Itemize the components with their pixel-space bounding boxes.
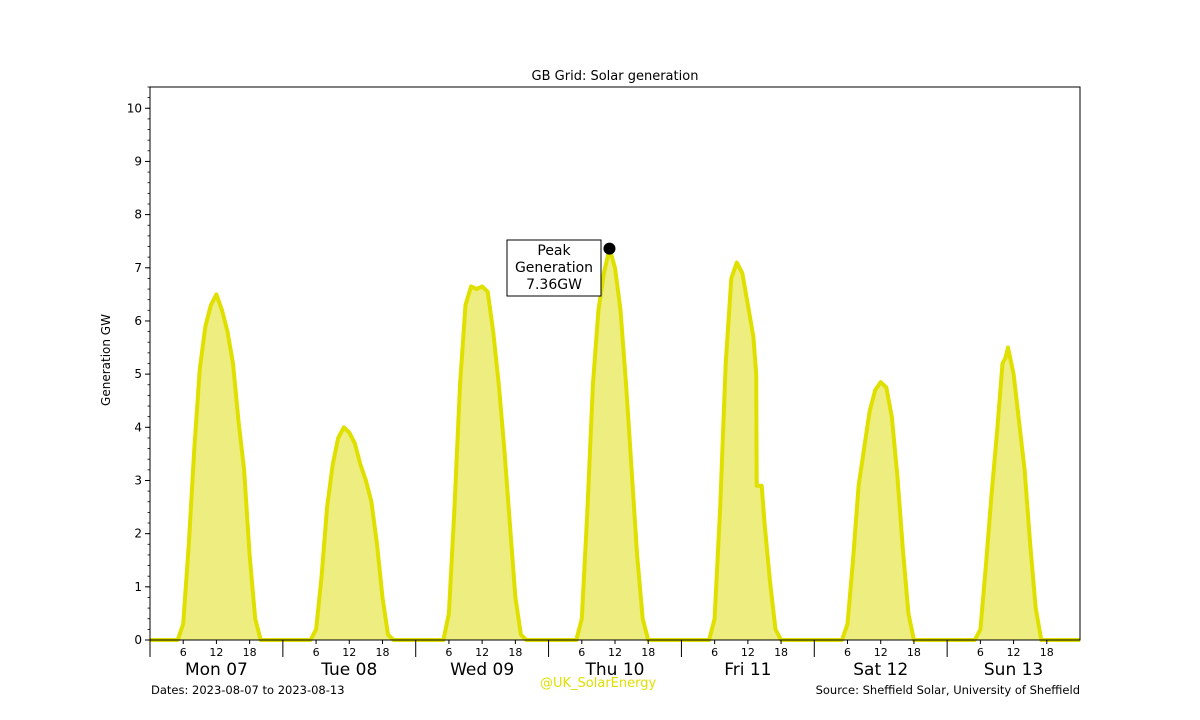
peak-label-line: Peak <box>537 243 571 259</box>
y-tick-label: 7 <box>134 261 142 275</box>
hour-tick-label: 18 <box>243 646 257 659</box>
hour-tick-label: 6 <box>313 646 320 659</box>
hour-tick-label: 12 <box>342 646 356 659</box>
dates-caption: Dates: 2023-08-07 to 2023-08-13 <box>151 683 345 697</box>
hour-tick-label: 18 <box>376 646 390 659</box>
hour-tick-label: 6 <box>844 646 851 659</box>
day-label: Fri 11 <box>724 660 771 680</box>
y-tick-label: 3 <box>134 473 142 487</box>
y-tick-label: 2 <box>134 527 142 541</box>
hour-tick-label: 18 <box>641 646 655 659</box>
y-axis-label: Generation GW <box>99 314 113 406</box>
day-label: Sat 12 <box>853 660 908 680</box>
peak-label-box <box>506 239 602 297</box>
day-label: Mon 07 <box>185 660 248 680</box>
hour-tick-label: 18 <box>508 646 522 659</box>
y-tick-label: 6 <box>134 314 142 328</box>
hour-tick-label: 18 <box>1040 646 1054 659</box>
series-area <box>150 248 1080 640</box>
y-tick-label: 4 <box>134 420 142 434</box>
hour-tick-label: 6 <box>977 646 984 659</box>
hour-tick-label: 12 <box>874 646 888 659</box>
day-label: Wed 09 <box>450 660 514 680</box>
hour-tick-label: 6 <box>578 646 585 659</box>
hour-tick-label: 6 <box>180 646 187 659</box>
hour-tick-label: 6 <box>445 646 452 659</box>
hour-tick-label: 12 <box>1007 646 1021 659</box>
peak-marker <box>603 242 616 255</box>
day-label: Thu 10 <box>585 660 645 680</box>
hour-tick-label: 12 <box>741 646 755 659</box>
y-tick-label: 9 <box>134 154 142 168</box>
y-tick-label: 10 <box>127 101 142 115</box>
peak-label-line: 7.36GW <box>526 277 582 293</box>
y-tick-label: 1 <box>134 580 142 594</box>
plot-area <box>150 246 1080 642</box>
day-label: Tue 08 <box>320 660 377 680</box>
hour-tick-label: 18 <box>774 646 788 659</box>
hour-tick-label: 18 <box>907 646 921 659</box>
y-axis: 0 1 2 3 4 5 6 7 8 9 10 <box>127 86 150 647</box>
hour-tick-label: 12 <box>608 646 622 659</box>
twitter-handle: @UK_SolarEnergy <box>540 676 657 691</box>
chart-title: GB Grid: Solar generation <box>532 69 699 84</box>
peak-label-line: Generation <box>515 260 593 276</box>
hour-tick-label: 12 <box>209 646 223 659</box>
y-tick-label: 5 <box>134 367 142 381</box>
hour-tick-label: 12 <box>475 646 489 659</box>
day-label: Sun 13 <box>984 660 1043 680</box>
source-caption: Source: Sheffield Solar, University of S… <box>815 683 1080 697</box>
y-tick-label: 8 <box>134 208 142 222</box>
y-tick-label: 0 <box>134 633 142 647</box>
hour-tick-label: 6 <box>711 646 718 659</box>
